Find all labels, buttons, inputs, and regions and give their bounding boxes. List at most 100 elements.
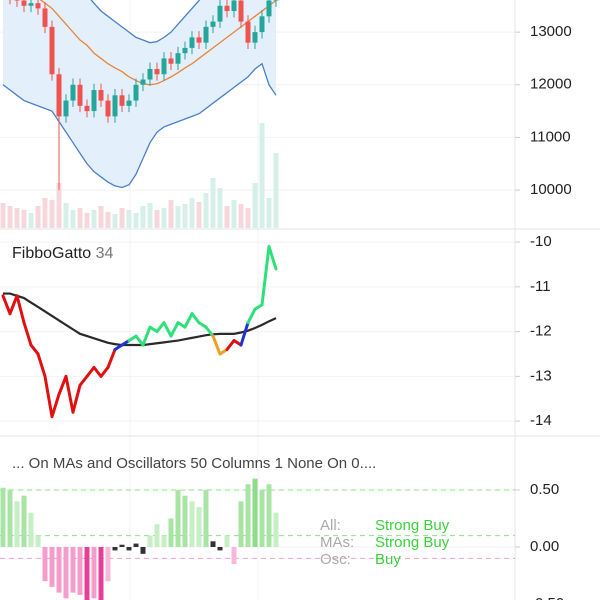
indicator-segment (225, 339, 236, 352)
legend-label: MAs: (320, 534, 354, 551)
y-tick-label: 12000 (530, 76, 572, 93)
candle-body (21, 0, 27, 6)
indicator-segment (204, 325, 215, 338)
candle-body (91, 90, 97, 112)
volume-bar (154, 210, 160, 228)
candle-body (133, 84, 139, 101)
bar (77, 546, 83, 595)
candle-body (161, 58, 167, 75)
volume-bar (7, 206, 13, 228)
candle-body (140, 79, 146, 85)
y-tick-label: -11 (530, 278, 551, 295)
indicator-segment (169, 321, 180, 338)
volume-bar (42, 198, 48, 228)
y-tick-label: -13 (530, 367, 552, 384)
bar (154, 524, 160, 547)
bar (91, 546, 97, 599)
candle-body (147, 68, 153, 80)
indicator-segment (260, 245, 271, 307)
bar (168, 518, 174, 547)
volume-bar (231, 200, 237, 228)
candle-body (231, 0, 237, 12)
candle-body (273, 0, 279, 1)
volume-bar (210, 178, 216, 228)
candle-body (224, 5, 230, 12)
title: FibboGatto (12, 245, 91, 262)
volume-bar (182, 204, 188, 228)
volume-bar (161, 208, 167, 228)
bar (266, 484, 272, 547)
bar (98, 546, 104, 600)
candle-body (35, 3, 41, 9)
bar (245, 484, 251, 547)
candle-body (49, 26, 55, 75)
volume-bar (56, 183, 62, 228)
indicator-segment (134, 334, 145, 347)
candle-body (238, 0, 244, 22)
indicator-segment (141, 325, 152, 347)
indicator-segment (85, 365, 96, 378)
candle-body (168, 58, 174, 64)
candle-body (84, 105, 90, 112)
candle-body (217, 5, 223, 22)
indicator-segment (22, 321, 33, 347)
bar (7, 490, 13, 547)
volume-bar (133, 213, 139, 228)
volume-bar (203, 193, 209, 228)
volume-bar (196, 202, 202, 228)
y-axes: 10000 11000 12000 13000 -14 -13 -12 -11 -10 0.50 0… (515, 23, 572, 600)
y-tick-label: 10000 (530, 181, 572, 198)
candle-body (28, 3, 34, 6)
indicator-segment (43, 374, 54, 419)
candle-body (63, 100, 69, 117)
bar (147, 535, 153, 547)
volume-bar (119, 208, 125, 228)
bar (259, 490, 265, 547)
indicator-segment (183, 312, 194, 329)
y-tick-label: -14 (530, 412, 552, 429)
indicator-segment (1, 294, 12, 316)
candle-body (70, 84, 76, 101)
indicator-segment (57, 374, 68, 396)
candle-body (252, 32, 258, 43)
y-tick-label: -12 (530, 323, 552, 340)
bar (238, 501, 244, 547)
volume-bar (168, 200, 174, 228)
bar (217, 546, 223, 551)
bar (119, 544, 125, 547)
subtitle: 34 (96, 245, 114, 262)
bar (112, 546, 118, 551)
y-tick-label: 11000 (530, 128, 571, 145)
volume-bar (28, 213, 34, 228)
y-tick-label: 0.00 (530, 538, 559, 555)
bar (105, 546, 111, 582)
y-tick-label: -10 (530, 233, 552, 250)
legend-value: Strong Buy (375, 517, 450, 534)
indicator-segment (50, 392, 61, 419)
bar (175, 490, 181, 547)
bar (161, 535, 167, 547)
bar (70, 546, 76, 593)
indicator-segment (190, 312, 201, 325)
indicator-title: FibboGatto 34 (12, 245, 114, 262)
legend-label: Osc: (320, 551, 351, 568)
indicator-segment (246, 307, 257, 325)
bar (140, 546, 146, 554)
candle-body (175, 53, 181, 64)
volume-bar (252, 183, 258, 228)
volume-bar (98, 206, 104, 228)
volume-bar (105, 212, 111, 228)
candle-body (182, 47, 188, 54)
candle-body (98, 90, 104, 101)
bar (189, 501, 195, 547)
bar (49, 546, 55, 587)
volume-bar (21, 210, 27, 228)
y-tick-label: 0.50 (530, 481, 559, 498)
bar (203, 490, 209, 547)
candle-body (105, 100, 111, 117)
volume-bar (217, 188, 223, 228)
candle-body (77, 84, 83, 106)
upper-band (90, 0, 201, 44)
candle-body (126, 100, 132, 106)
indicator-segment (162, 321, 173, 338)
